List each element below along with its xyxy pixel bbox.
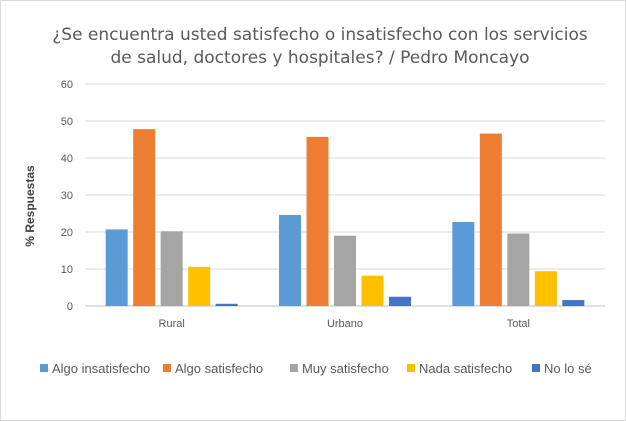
y-tick-label: 60	[61, 79, 73, 91]
legend-label: Algo insatisfecho	[52, 361, 150, 376]
y-tick-label: 50	[61, 116, 73, 128]
legend-label: No lo sé	[544, 361, 592, 376]
y-tick-label: 30	[61, 190, 73, 202]
chart-title-line-1: ¿Se encuentra usted satisfecho o insatis…	[52, 25, 588, 45]
bar-1-1	[306, 136, 329, 306]
bar-2-4	[562, 300, 585, 306]
legend-label: Muy satisfecho	[302, 361, 389, 376]
bar-1-2	[334, 235, 356, 306]
legend-label: Nada satisfecho	[419, 361, 512, 376]
y-axis-ticks: 0 10 20 30 40 50 60	[61, 79, 73, 313]
legend-swatch	[532, 364, 540, 372]
bar-0-0	[105, 229, 128, 306]
bar-0-2	[160, 231, 183, 306]
chart-title-line-2: de salud, doctores y hospitales? / Pedro…	[110, 48, 530, 68]
y-axis-title: % Respuestas	[23, 165, 37, 247]
legend-label: Algo satisfecho	[175, 361, 263, 376]
x-tick-label: Urbano	[327, 318, 363, 330]
bar-2-3	[534, 271, 557, 306]
legend-swatch	[40, 364, 48, 372]
bar-2-0	[452, 222, 475, 306]
bar-0-4	[215, 303, 238, 306]
chart-title: ¿Se encuentra usted satisfecho o insatis…	[40, 24, 600, 70]
y-tick-label: 10	[61, 264, 73, 276]
x-tick-label: Total	[507, 318, 530, 330]
bar-0-3	[188, 266, 211, 306]
bar-1-0	[279, 214, 301, 306]
y-tick-label: 0	[67, 301, 73, 313]
legend-swatch	[163, 364, 171, 372]
legend: Algo insatisfecho Algo satisfecho Muy sati…	[40, 361, 592, 376]
bar-1-3	[361, 275, 384, 306]
y-tick-label: 40	[61, 153, 73, 165]
bar-1-4	[389, 296, 411, 306]
bar-2-2	[507, 233, 530, 306]
x-tick-label: Rural	[159, 318, 185, 330]
y-tick-label: 20	[61, 227, 73, 239]
legend-swatch	[290, 364, 298, 372]
bar-2-1	[479, 133, 502, 306]
bar-0-1	[133, 129, 156, 306]
x-axis-ticks: Rural Urbano Total	[159, 318, 530, 330]
bars	[105, 129, 585, 306]
legend-swatch	[407, 364, 415, 372]
